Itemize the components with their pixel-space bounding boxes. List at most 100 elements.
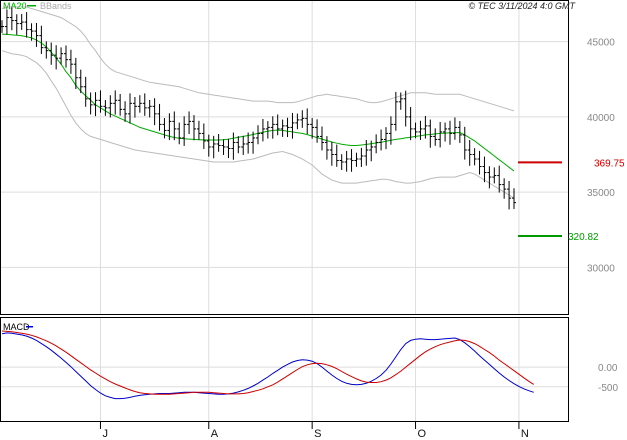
ohlc-bar-98 (482, 156, 487, 183)
ohlc-bar-16 (78, 69, 83, 94)
ma20-series (1, 33, 515, 172)
bbands-upper (1, 6, 515, 112)
ohlc-bar-54 (265, 121, 270, 139)
macd-label: MACD (3, 322, 30, 332)
ohlc-bar-52 (256, 125, 260, 145)
ohlc-bar-28 (137, 95, 142, 113)
x-tick-label-J: J (102, 428, 108, 440)
ohlc-bar-43 (211, 135, 216, 159)
macd-series (1, 332, 534, 400)
x-tick-label-S: S (314, 428, 321, 440)
ohlc-bar-1 (4, 9, 9, 35)
ohlc-bar-83 (408, 106, 413, 141)
ohlc-bar-7 (34, 22, 39, 47)
legend-macd-swatch (26, 326, 33, 328)
ohlc-bar-26 (128, 93, 132, 124)
macd-panel-frame (0, 317, 569, 422)
macd-lines (1, 330, 534, 400)
legend-ma20: MA20 (3, 1, 27, 11)
ohlc-bar-99 (487, 166, 492, 189)
ohlc-bar-33 (162, 118, 167, 139)
ohlc-bar-35 (172, 111, 177, 141)
legend-ma20-swatch (27, 5, 36, 7)
ohlc-bar-22 (108, 95, 113, 118)
ohlc-bar-10 (49, 42, 54, 65)
ohlc-bar-93 (457, 121, 462, 143)
ohlc-bar-19 (93, 92, 98, 117)
ohlc-bar-65 (320, 126, 324, 151)
ohlc-bar-86 (423, 115, 428, 139)
copyright-stamp: © TEC 3/11/2024 4:0 GMT (468, 1, 576, 11)
price-panel-frame (0, 0, 569, 315)
ohlc-bar-32 (157, 103, 162, 131)
ohlc-bar-96 (472, 148, 477, 166)
ohlc-bar-85 (418, 120, 423, 140)
ohlc-bar-97 (477, 150, 482, 175)
ohlc-bar-84 (413, 122, 418, 139)
ohlc-bar-8 (39, 25, 44, 54)
ohlc-bar-89 (438, 121, 443, 148)
ohlc-bar-20 (98, 90, 103, 113)
ohlc-bars (0, 7, 516, 210)
price-grid (1, 1, 568, 314)
ohlc-bar-31 (152, 98, 157, 126)
ohlc-bar-88 (433, 128, 438, 146)
ohlc-bar-92 (452, 117, 457, 140)
ohlc-bar-80 (393, 91, 398, 131)
ohlc-bar-49 (241, 135, 246, 155)
ohlc-bar-50 (246, 132, 251, 154)
ohlc-bar-56 (275, 114, 280, 136)
bbands-lines (1, 6, 515, 199)
ohlc-bar-81 (398, 92, 403, 110)
ohlc-bar-23 (113, 90, 118, 115)
bbands-lower (1, 50, 515, 199)
ohlc-bar-27 (132, 97, 137, 118)
ohlc-bar-6 (29, 23, 34, 41)
ohlc-bar-67 (329, 141, 334, 166)
ohlc-bar-14 (68, 49, 73, 74)
legend-bbands: BBands (40, 1, 72, 11)
macd-tick-label-0: 0.00 (598, 363, 618, 374)
ohlc-bar-66 (324, 136, 329, 160)
ohlc-bar-91 (448, 120, 452, 145)
ohlc-bar-69 (339, 154, 344, 170)
ohlc-bar-30 (147, 100, 152, 118)
ohlc-bar-55 (270, 116, 275, 139)
ohlc-bar-77 (379, 129, 384, 151)
ohlc-bar-39 (192, 115, 196, 141)
ohlc-bar-79 (388, 116, 393, 145)
ohlc-bar-37 (182, 116, 187, 146)
ohlc-bar-17 (83, 76, 88, 107)
ohlc-bar-15 (73, 57, 78, 90)
ohlc-bar-11 (54, 45, 59, 70)
level-label-0: 369.75 (594, 158, 625, 169)
ohlc-bar-3 (14, 14, 19, 35)
ohlc-bar-64 (315, 119, 320, 143)
ohlc-bar-60 (295, 113, 300, 130)
ohlc-bar-41 (201, 123, 206, 149)
ohlc-bar-62 (305, 108, 310, 135)
ohlc-bar-42 (206, 134, 211, 157)
ohlc-bar-75 (369, 140, 374, 162)
ohlc-bar-68 (334, 144, 339, 167)
ohlc-bar-72 (354, 152, 359, 167)
ohlc-bar-51 (251, 131, 256, 154)
x-tick-label-A: A (211, 428, 219, 440)
x-tick-label-O: O (418, 428, 427, 440)
ohlc-bar-100 (492, 167, 497, 184)
ohlc-bar-36 (177, 122, 182, 145)
ohlc-bar-29 (142, 93, 147, 116)
ohlc-bar-0 (0, 20, 4, 33)
ohlc-bar-61 (300, 110, 305, 128)
ohlc-bar-63 (310, 118, 315, 139)
ma20-line (1, 33, 515, 172)
ohlc-bar-70 (344, 150, 349, 172)
ohlc-bar-82 (403, 90, 408, 127)
level-label-1: 320.82 (568, 232, 599, 243)
macd-grid (1, 318, 568, 421)
ohlc-bar-13 (64, 45, 68, 68)
ohlc-bar-18 (88, 92, 93, 115)
price-tick-label-3: 30000 (587, 263, 615, 274)
